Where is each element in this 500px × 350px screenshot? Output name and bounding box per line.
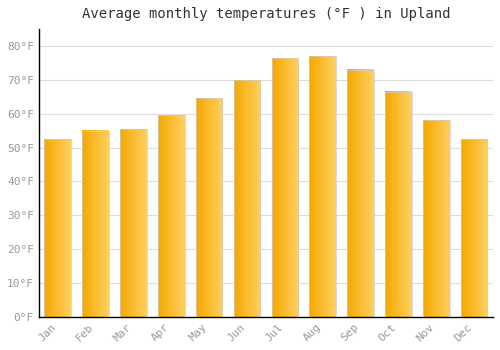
Bar [196, 98, 222, 317]
Bar [272, 58, 298, 317]
Bar [82, 131, 109, 317]
Bar [44, 139, 71, 317]
Bar [461, 139, 487, 317]
Bar [385, 92, 411, 317]
Bar [348, 70, 374, 317]
Bar [158, 116, 184, 317]
Bar [120, 129, 146, 317]
Bar [423, 120, 450, 317]
Title: Average monthly temperatures (°F ) in Upland: Average monthly temperatures (°F ) in Up… [82, 7, 450, 21]
Bar [310, 56, 336, 317]
Bar [234, 80, 260, 317]
